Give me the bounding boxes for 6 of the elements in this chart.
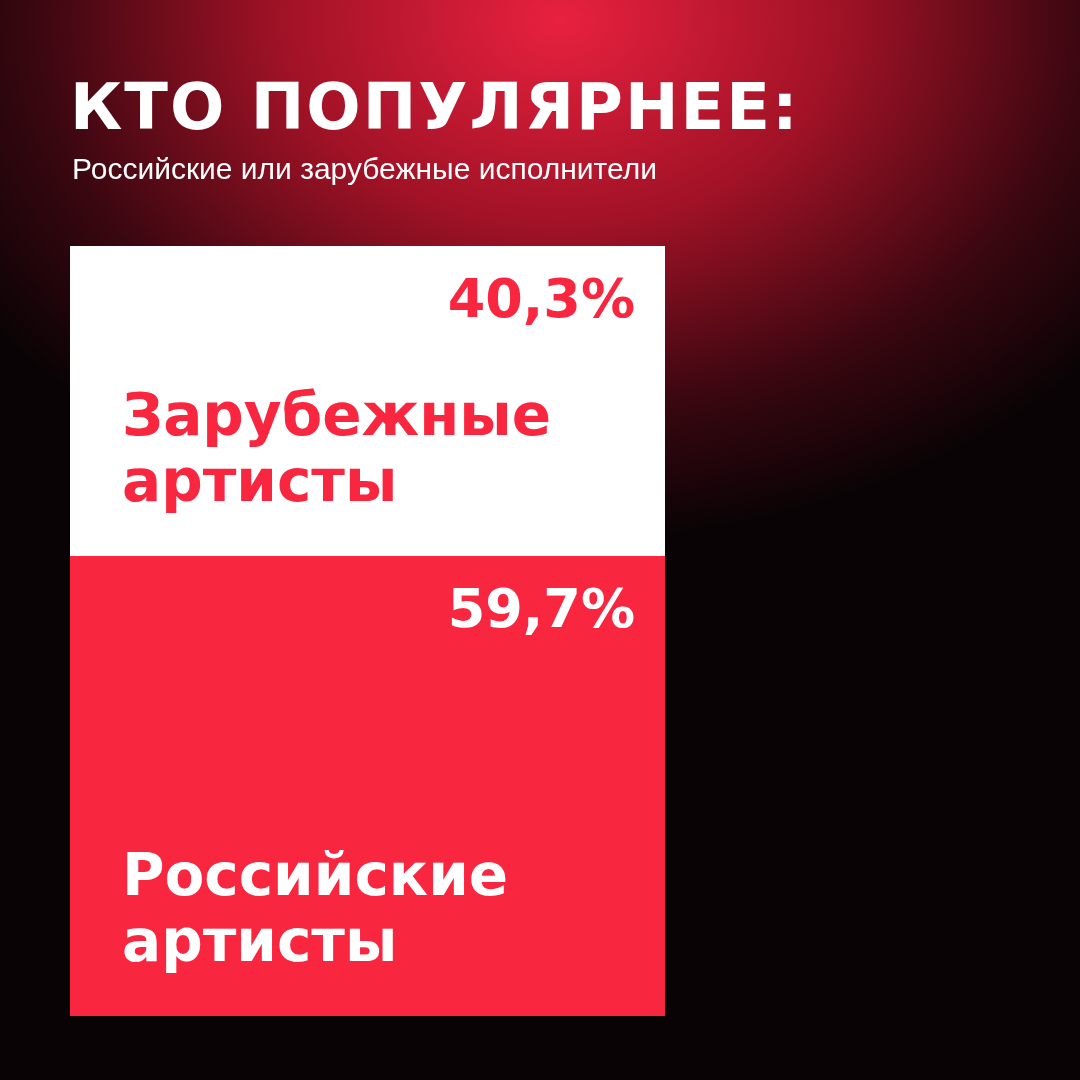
data-label: 40,3% bbox=[447, 267, 635, 331]
chart-subtitle: Российские или зарубежные исполнители bbox=[72, 152, 657, 186]
data-label: 59,7% bbox=[447, 577, 635, 641]
series-label: Зарубежные артисты bbox=[122, 381, 552, 516]
series-label: Российские артисты bbox=[122, 841, 509, 975]
chart-title: КТО ПОПУЛЯРНЕЕ: bbox=[70, 70, 800, 144]
